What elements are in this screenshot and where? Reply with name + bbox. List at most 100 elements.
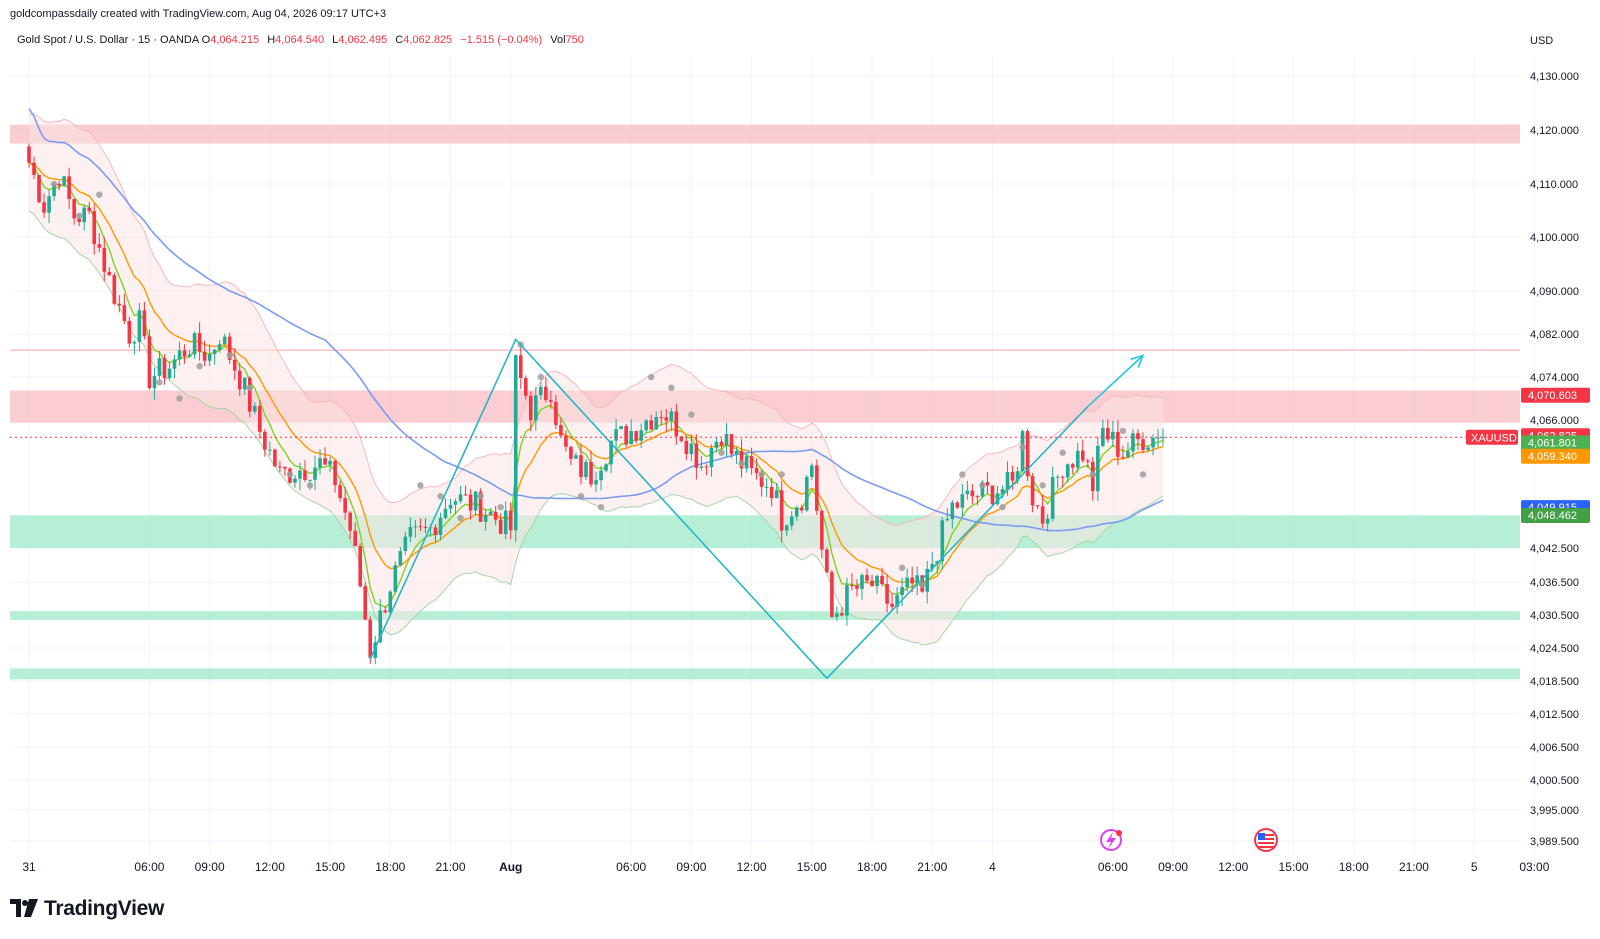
- candle-body: [513, 355, 518, 531]
- candle-body: [1035, 505, 1040, 507]
- signal-dot: [959, 471, 966, 478]
- candle-body: [142, 310, 147, 337]
- candle-body: [960, 494, 965, 508]
- price-tag[interactable]: [1521, 508, 1590, 524]
- signal-dot: [196, 363, 203, 370]
- candle-body: [308, 479, 312, 481]
- y-tick-label: 4,036.500: [1530, 577, 1579, 589]
- candle-body: [830, 572, 834, 617]
- candle-body: [860, 575, 864, 589]
- lightning-event-icon[interactable]: [1100, 829, 1122, 851]
- candle-body: [1136, 433, 1140, 440]
- candle-body: [815, 465, 819, 511]
- candle-body: [373, 642, 378, 658]
- candle-body: [47, 196, 51, 213]
- signal-dot: [50, 180, 58, 188]
- candle-body: [769, 486, 774, 499]
- y-tick-label: 4,066.000: [1530, 415, 1579, 427]
- candle-body: [1106, 427, 1110, 440]
- candle-body: [624, 426, 628, 445]
- candle-body: [679, 436, 684, 441]
- candle-body: [1020, 431, 1025, 472]
- symbol-title[interactable]: Gold Spot / U.S. Dollar · 15 · OANDA: [17, 34, 199, 46]
- candle-body: [368, 619, 373, 658]
- candle-body: [1040, 506, 1045, 524]
- candle-body: [945, 519, 950, 521]
- tv-logo-icon: [10, 899, 38, 917]
- candle-body: [358, 546, 362, 587]
- candle-body: [589, 461, 593, 485]
- candle-body: [604, 464, 608, 471]
- x-tick-label: 12:00: [1218, 860, 1248, 874]
- candle-body: [448, 504, 453, 509]
- trend-arrow-line[interactable]: [1087, 354, 1144, 408]
- candle-body: [328, 460, 332, 465]
- price-tag[interactable]: [1521, 448, 1590, 464]
- candle-body: [850, 585, 854, 587]
- x-tick-label: 18:00: [857, 860, 887, 874]
- candle-body: [985, 482, 990, 486]
- candle-body: [724, 434, 729, 446]
- candle-body: [323, 458, 327, 465]
- candle-body: [523, 377, 528, 396]
- candle-body: [930, 564, 935, 569]
- tradingview-logo[interactable]: TradingView: [10, 897, 164, 921]
- candle-body: [473, 491, 478, 511]
- candle-body: [975, 496, 980, 498]
- us-flag-event-icon[interactable]: [1254, 828, 1278, 852]
- signal-dot: [758, 471, 765, 478]
- candle-body: [669, 411, 674, 421]
- candle-body: [1000, 489, 1005, 494]
- candle-body: [298, 470, 302, 479]
- candle-body: [744, 456, 749, 469]
- signal-dot: [497, 503, 504, 511]
- signal-dot: [537, 373, 545, 381]
- candle-body: [990, 485, 995, 505]
- currency-selector[interactable]: USD: [1530, 35, 1554, 47]
- candle-body: [825, 549, 829, 573]
- x-tick-label: 31: [22, 860, 36, 874]
- candles: [27, 143, 1165, 665]
- y-tick-label: 4,120.000: [1530, 125, 1579, 137]
- x-tick-label: 03:00: [1519, 860, 1549, 874]
- candle-body: [157, 358, 162, 376]
- candle-body: [463, 494, 468, 496]
- signal-dot: [688, 411, 695, 418]
- candle-body: [569, 446, 573, 459]
- y-tick-label: 3,995.000: [1530, 805, 1579, 817]
- x-tick-label: 15:00: [1279, 860, 1309, 874]
- price-change: −1.515 (−0.04%): [460, 34, 543, 46]
- y-tick-label: 4,090.000: [1530, 286, 1579, 298]
- zigzag-line[interactable]: [369, 337, 1089, 680]
- candle-body: [1151, 437, 1155, 448]
- x-tick-label: 06:00: [134, 860, 164, 874]
- price-tag[interactable]: [1521, 387, 1590, 403]
- y-tick-label: 4,042.500: [1530, 543, 1579, 555]
- candle-body: [478, 491, 483, 522]
- price-tag-label: 4,070.603: [1528, 390, 1577, 402]
- candle-body: [1005, 472, 1010, 490]
- candle-body: [503, 510, 508, 534]
- candle-body: [870, 580, 874, 587]
- candle-body: [544, 386, 548, 401]
- candle-body: [764, 486, 769, 488]
- y-tick-label: 4,018.500: [1530, 676, 1579, 688]
- candle-body: [458, 494, 463, 502]
- candle-body: [1146, 447, 1150, 450]
- candle-body: [1141, 439, 1145, 450]
- candle-body: [810, 465, 814, 477]
- candle-body: [739, 450, 744, 469]
- candle-body: [1065, 464, 1070, 478]
- symbol-tag[interactable]: [1466, 429, 1518, 445]
- x-tick-label: 09:00: [1158, 860, 1188, 874]
- candle-body: [734, 450, 739, 455]
- candle-body: [759, 473, 764, 487]
- candle-body: [564, 435, 568, 447]
- signal-dot: [999, 503, 1006, 511]
- candle-body: [87, 207, 92, 212]
- candle-body: [127, 320, 132, 344]
- price-tag[interactable]: [1521, 435, 1590, 451]
- signal-dot: [738, 460, 745, 467]
- candle-body: [182, 350, 187, 357]
